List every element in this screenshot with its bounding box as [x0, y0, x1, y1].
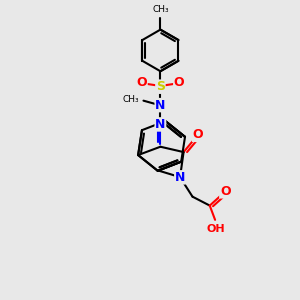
Text: S: S [156, 80, 165, 93]
Text: O: O [136, 76, 147, 89]
Text: CH₃: CH₃ [123, 95, 140, 104]
Text: N: N [155, 99, 166, 112]
Text: OH: OH [207, 224, 226, 234]
Text: N: N [155, 118, 166, 131]
Text: O: O [220, 185, 230, 198]
Text: O: O [174, 76, 184, 89]
Text: N: N [175, 171, 185, 184]
Text: CH₃: CH₃ [152, 5, 169, 14]
Text: O: O [193, 128, 203, 141]
